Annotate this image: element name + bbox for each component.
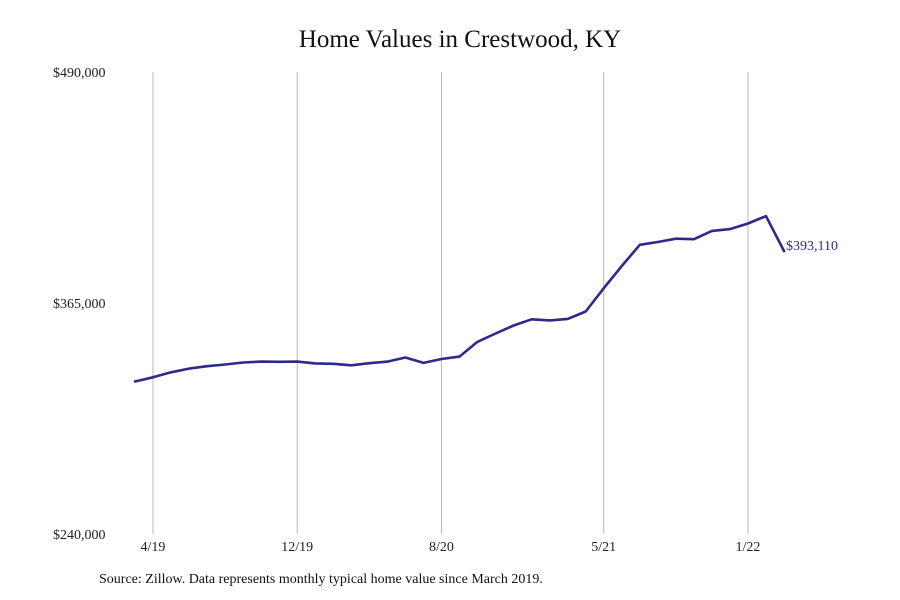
y-tick-label: $490,000 [53,66,106,81]
x-tick-label: 4/19 [141,540,166,555]
source-note: Source: Zillow. Data represents monthly … [99,572,543,587]
x-tick-label: 5/21 [591,540,616,555]
x-tick-label: 8/20 [429,540,454,555]
series-layer: $393,110 [133,214,838,383]
end-value-label: $393,110 [786,239,838,254]
x-axis-ticks: 4/19 12/19 8/20 5/21 1/22 [141,540,761,555]
chart-title: Home Values in Crestwood, KY [298,26,622,53]
y-axis-ticks: $240,000 $365,000 $490,000 [53,66,106,543]
x-tick-label: 1/22 [736,540,761,555]
y-tick-label: $365,000 [53,297,106,312]
grid-layer [152,72,749,534]
x-tick-label: 12/19 [281,540,313,555]
y-tick-label: $240,000 [53,528,106,543]
series-line [133,214,786,383]
